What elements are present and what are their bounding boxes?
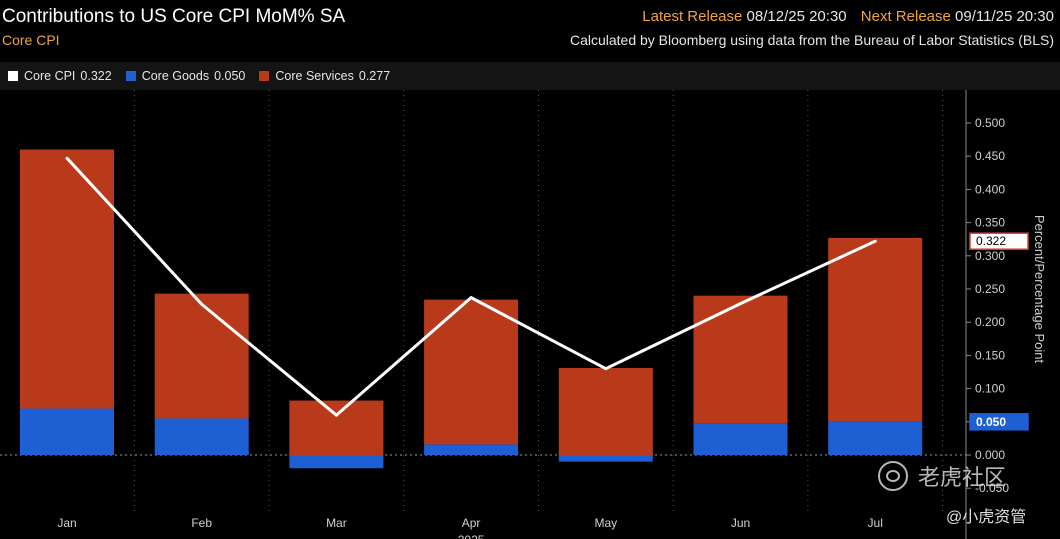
next-release-value: 09/11/25 20:30 xyxy=(955,8,1054,25)
point-core-cpi[interactable] xyxy=(65,156,69,160)
point-core-cpi[interactable] xyxy=(739,302,742,306)
bar-core-goods[interactable] xyxy=(558,455,653,462)
y-tick-label: 0.500 xyxy=(975,116,1005,130)
legend-value: 0.322 xyxy=(80,69,112,83)
last-value-tag: 0.050 xyxy=(976,415,1006,429)
legend-label: Core CPI xyxy=(24,69,76,83)
x-axis-year-label: 2025 xyxy=(458,533,485,539)
bar-core-goods[interactable] xyxy=(20,408,114,455)
y-tick-label: 0.450 xyxy=(975,149,1005,163)
point-core-cpi[interactable] xyxy=(469,296,473,300)
y-tick-label: -0.050 xyxy=(975,481,1009,495)
watermark-logo: 老虎社区 xyxy=(878,460,1006,492)
chart-legend: Core CPI 0.322 Core Goods 0.050 Core Ser… xyxy=(0,62,1060,90)
bar-core-goods[interactable] xyxy=(289,455,384,469)
y-tick-label: 0.200 xyxy=(975,315,1005,329)
legend-value: 0.050 xyxy=(214,69,246,83)
point-core-cpi[interactable] xyxy=(200,302,204,306)
bar-core-goods[interactable] xyxy=(154,418,249,455)
bar-core-goods[interactable] xyxy=(424,444,519,455)
bar-core-goods[interactable] xyxy=(693,423,788,455)
x-tick-label: Mar xyxy=(326,516,347,530)
x-tick-label: Jul xyxy=(868,516,883,530)
next-release-label: Next Release xyxy=(860,8,951,25)
x-tick-label: Jan xyxy=(57,516,76,530)
bar-core-services[interactable] xyxy=(424,299,519,445)
legend-item-core-cpi[interactable]: Core CPI 0.322 xyxy=(8,69,112,83)
x-tick-label: Jun xyxy=(731,516,750,530)
y-axis-title: Percent/Percentage Point xyxy=(1032,215,1047,364)
last-value-tag-box xyxy=(969,232,1029,250)
last-value-tag: 0.322 xyxy=(976,234,1006,248)
legend-swatch xyxy=(8,71,18,81)
latest-release-value: 08/12/25 20:30 xyxy=(746,8,847,25)
bar-core-goods[interactable] xyxy=(828,421,923,455)
legend-label: Core Services xyxy=(275,69,354,83)
x-tick-label: May xyxy=(594,516,617,530)
chart-title: Contributions to US Core CPI MoM% SA xyxy=(2,6,346,27)
y-tick-label: 0.000 xyxy=(975,448,1005,462)
x-tick-label: Apr xyxy=(462,516,481,530)
watermark-brand: 老虎社区 xyxy=(918,465,1007,490)
legend-swatch xyxy=(125,71,136,81)
source-note: Calculated by Bloomberg using data from … xyxy=(569,32,1054,48)
point-core-cpi[interactable] xyxy=(604,367,608,371)
bar-core-services[interactable] xyxy=(693,295,788,424)
y-tick-label: 0.100 xyxy=(975,382,1005,396)
bar-core-services[interactable] xyxy=(289,400,384,455)
chart-plot: -0.050 0.000 0.050 0.100 0.150 0.200 0.250 0.30… xyxy=(0,90,1047,539)
bar-core-services[interactable] xyxy=(20,149,114,409)
legend-swatch xyxy=(259,71,270,81)
y-tick-label: 0.150 xyxy=(975,348,1005,362)
legend-value: 0.277 xyxy=(358,69,391,83)
y-tick-label: 0.300 xyxy=(975,249,1005,263)
legend-item-core-goods[interactable]: Core Goods 0.050 xyxy=(125,69,246,83)
y-tick-label: 0.400 xyxy=(975,182,1005,196)
y-tick-label: 0.350 xyxy=(975,216,1005,230)
x-tick-label: Feb xyxy=(191,516,212,530)
chart-subtitle: Core CPI xyxy=(2,32,60,48)
legend-label: Core Goods xyxy=(141,69,210,83)
bar-core-services[interactable] xyxy=(558,368,653,455)
watermark-handle: @小虎资管 xyxy=(946,509,1027,526)
bar-core-services[interactable] xyxy=(154,293,249,419)
legend-item-core-services[interactable]: Core Services 0.277 xyxy=(259,69,390,83)
tiger-logo-icon xyxy=(878,461,908,491)
release-info: Latest Release 08/12/25 20:30 Next Relea… xyxy=(642,8,1054,25)
point-core-cpi[interactable] xyxy=(873,239,877,243)
latest-release-label: Latest Release xyxy=(642,8,743,25)
last-value-tag-box xyxy=(969,413,1029,431)
y-tick-label: 0.250 xyxy=(975,282,1005,296)
bar-core-services[interactable] xyxy=(828,237,923,422)
point-core-cpi[interactable] xyxy=(334,413,338,417)
